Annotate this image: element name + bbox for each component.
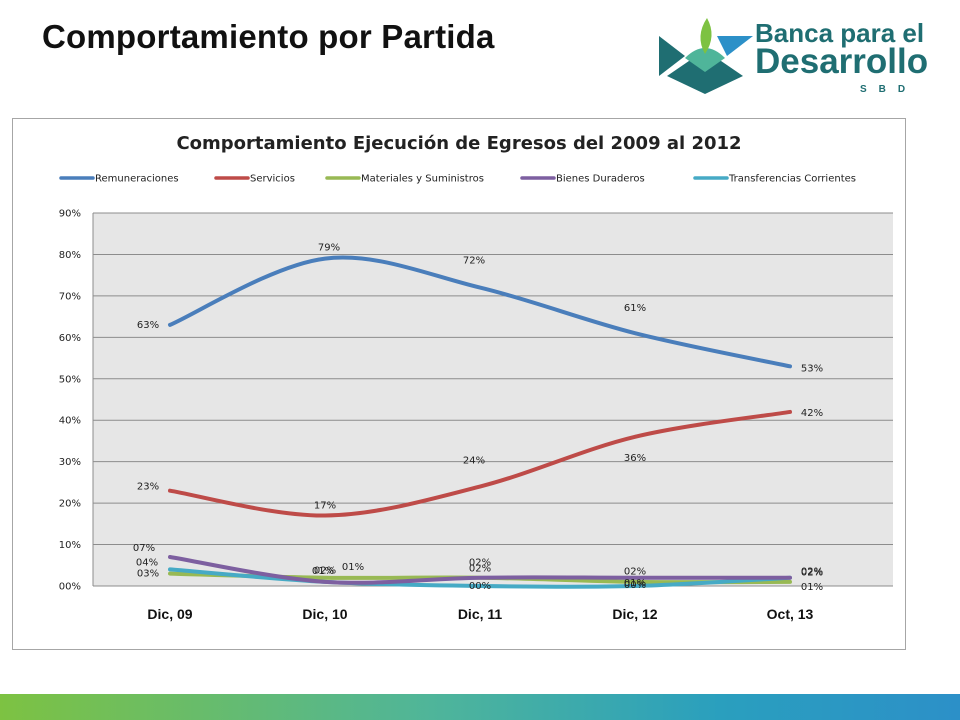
data-label: 01% xyxy=(342,562,364,573)
series-line-4 xyxy=(168,567,792,589)
data-label: 53% xyxy=(801,363,823,374)
data-label: 63% xyxy=(137,320,159,331)
data-label: 36% xyxy=(624,453,646,464)
y-tick-label: 70% xyxy=(59,291,81,302)
data-label: 01% xyxy=(312,566,334,577)
logo-text-line2: Desarrollo xyxy=(755,42,929,81)
logo-text-line1: Banca para el xyxy=(755,18,925,48)
data-label: 02% xyxy=(469,564,491,575)
data-label: 02% xyxy=(801,568,823,579)
x-tick-label: Dic, 12 xyxy=(612,606,657,622)
data-label: 04% xyxy=(136,557,158,568)
data-label: 02% xyxy=(469,558,491,569)
plot-area xyxy=(93,213,893,586)
legend-label: Bienes Duraderos xyxy=(556,174,645,185)
y-tick-label: 80% xyxy=(59,250,81,261)
logo-shape-left xyxy=(659,36,685,76)
x-tick-label: Dic, 09 xyxy=(147,606,192,622)
data-label: 00% xyxy=(624,580,646,591)
y-tick-label: 90% xyxy=(59,209,81,220)
footer-gradient-band xyxy=(0,694,960,720)
logo-shape-mid xyxy=(685,48,725,72)
legend-label: Materiales y Suministros xyxy=(361,174,484,185)
data-label: 23% xyxy=(137,482,159,493)
data-label: 24% xyxy=(463,456,485,467)
y-tick-label: 20% xyxy=(59,499,81,510)
y-tick-label: 10% xyxy=(59,540,81,551)
y-tick-label: 50% xyxy=(59,374,81,385)
sbd-logo: Banca para el Desarrollo SBD xyxy=(655,14,955,96)
data-label: 00% xyxy=(469,581,491,592)
data-label: 02% xyxy=(801,567,823,578)
y-tick-label: 60% xyxy=(59,333,81,344)
data-label: 72% xyxy=(463,256,485,267)
data-label: 42% xyxy=(801,408,823,419)
data-label: 02% xyxy=(314,566,336,577)
logo-text-line3: SBD xyxy=(860,84,918,95)
x-tick-label: Dic, 11 xyxy=(458,606,503,622)
chart-title: Comportamiento Ejecución de Egresos del … xyxy=(176,133,741,154)
logo-leaf-icon xyxy=(659,18,753,94)
series-line-3 xyxy=(168,554,792,585)
x-tick-label: Dic, 10 xyxy=(302,606,347,622)
y-tick-label: 00% xyxy=(59,582,81,593)
y-tick-label: 40% xyxy=(59,416,81,427)
data-label: 01% xyxy=(624,578,646,589)
data-label: 17% xyxy=(314,501,336,512)
logo-shape-right xyxy=(717,36,753,56)
series-line-0 xyxy=(168,255,792,369)
x-tick-label: Oct, 13 xyxy=(767,606,814,622)
series-line-1 xyxy=(168,409,792,518)
data-label: 01% xyxy=(801,582,823,593)
logo-leaf xyxy=(700,18,712,54)
data-label: 07% xyxy=(133,543,155,554)
line-chart: Comportamiento Ejecución de Egresos del … xyxy=(59,133,893,622)
data-label: 61% xyxy=(624,303,646,314)
slide-title: Comportamiento por Partida xyxy=(42,18,495,55)
legend-label: Transferencias Corrientes xyxy=(728,174,856,185)
y-tick-label: 30% xyxy=(59,457,81,468)
chart-frame: Comportamiento Ejecución de Egresos del … xyxy=(12,118,906,650)
data-label: 02% xyxy=(624,567,646,578)
legend-label: Servicios xyxy=(250,174,295,185)
legend-label: Remuneraciones xyxy=(95,174,179,185)
data-label: 79% xyxy=(318,243,340,254)
data-label: 03% xyxy=(137,569,159,580)
